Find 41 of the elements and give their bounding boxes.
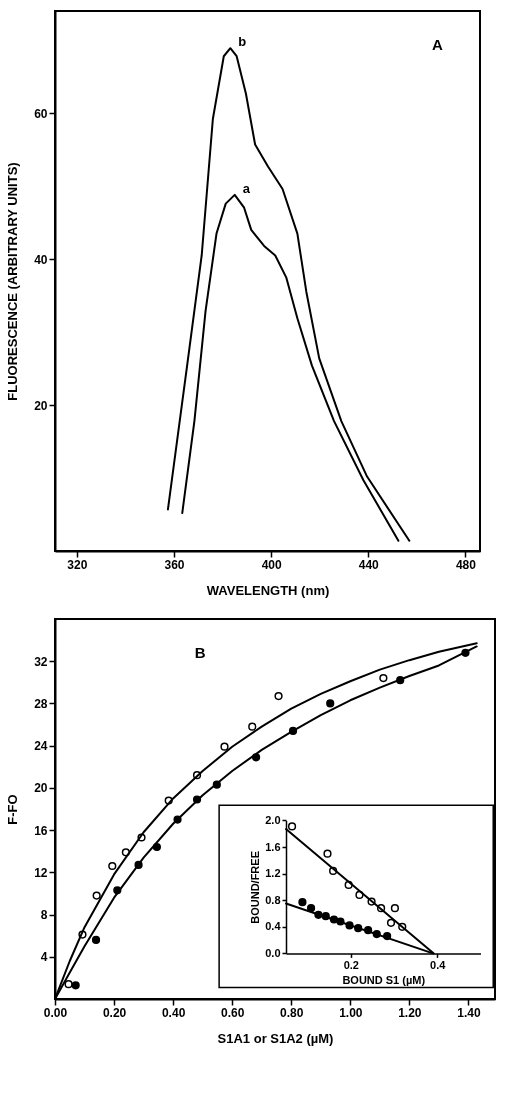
x-axis-title: S1A1 or S1A2 (µM) xyxy=(217,1030,334,1046)
x-tick-label: 400 xyxy=(261,557,282,572)
x-axis-title: BOUND S1 (µM) xyxy=(342,973,426,986)
y-tick-label: 60 xyxy=(34,106,48,121)
y-tick-label: 0.0 xyxy=(265,946,281,959)
x-tick-label: 0.40 xyxy=(161,1005,186,1020)
annotation: A xyxy=(432,36,444,53)
x-tick-label: 0.00 xyxy=(43,1005,68,1020)
x-tick-label: 0.20 xyxy=(102,1005,127,1020)
x-axis-title: WAVELENGTH (nm) xyxy=(206,582,330,598)
x-tick-label: 1.20 xyxy=(398,1005,422,1020)
y-tick-label: 4 xyxy=(40,950,48,965)
y-axis-title: FLUORESCENCE (ARBITRARY UNITS) xyxy=(5,162,21,401)
y-tick-label: 20 xyxy=(34,781,48,796)
y-tick-label: 32 xyxy=(34,654,48,669)
y-tick-label: 1.6 xyxy=(265,840,281,853)
y-tick-label: 20 xyxy=(34,398,48,413)
y-tick-label: 12 xyxy=(34,865,48,880)
y-tick-label: 1.2 xyxy=(265,867,281,880)
y-tick-label: 28 xyxy=(34,696,48,711)
y-axis-title: BOUND/FREE xyxy=(249,851,262,924)
y-tick-label: 0.4 xyxy=(265,920,282,933)
x-tick-label: 0.2 xyxy=(343,958,359,971)
y-tick-label: 24 xyxy=(34,739,48,754)
x-tick-label: 1.40 xyxy=(457,1005,481,1020)
x-tick-label: 480 xyxy=(455,557,477,572)
x-tick-label: 440 xyxy=(358,557,380,572)
annotation: B xyxy=(194,643,206,661)
x-tick-label: 320 xyxy=(67,557,88,572)
y-tick-label: 2.0 xyxy=(265,813,281,826)
y-tick-label: 0.8 xyxy=(265,893,281,906)
x-tick-label: 1.00 xyxy=(339,1005,363,1020)
y-tick-label: 40 xyxy=(34,252,48,267)
y-axis-title: F-FO xyxy=(5,794,21,825)
x-tick-label: 360 xyxy=(164,557,185,572)
series-label: a xyxy=(242,180,251,196)
x-tick-label: 0.60 xyxy=(221,1005,245,1020)
y-tick-label: 8 xyxy=(40,908,48,923)
series-label: b xyxy=(238,34,247,50)
x-tick-label: 0.80 xyxy=(280,1005,304,1020)
y-tick-label: 16 xyxy=(34,823,48,838)
